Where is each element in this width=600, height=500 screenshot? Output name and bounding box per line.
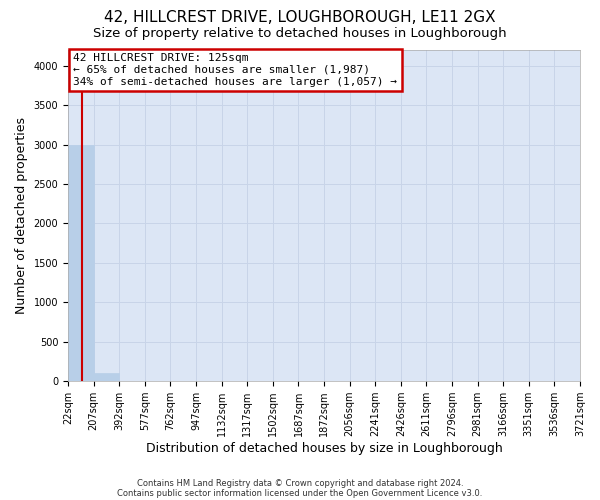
Y-axis label: Number of detached properties: Number of detached properties	[15, 117, 28, 314]
Text: Contains HM Land Registry data © Crown copyright and database right 2024.: Contains HM Land Registry data © Crown c…	[137, 478, 463, 488]
X-axis label: Distribution of detached houses by size in Loughborough: Distribution of detached houses by size …	[146, 442, 502, 455]
Bar	[68, 144, 94, 381]
Text: 42 HILLCREST DRIVE: 125sqm
← 65% of detached houses are smaller (1,987)
34% of s: 42 HILLCREST DRIVE: 125sqm ← 65% of deta…	[73, 54, 397, 86]
Bar	[94, 372, 119, 381]
Text: Size of property relative to detached houses in Loughborough: Size of property relative to detached ho…	[93, 28, 507, 40]
Text: 42, HILLCREST DRIVE, LOUGHBOROUGH, LE11 2GX: 42, HILLCREST DRIVE, LOUGHBOROUGH, LE11 …	[104, 10, 496, 25]
Text: Contains public sector information licensed under the Open Government Licence v3: Contains public sector information licen…	[118, 488, 482, 498]
